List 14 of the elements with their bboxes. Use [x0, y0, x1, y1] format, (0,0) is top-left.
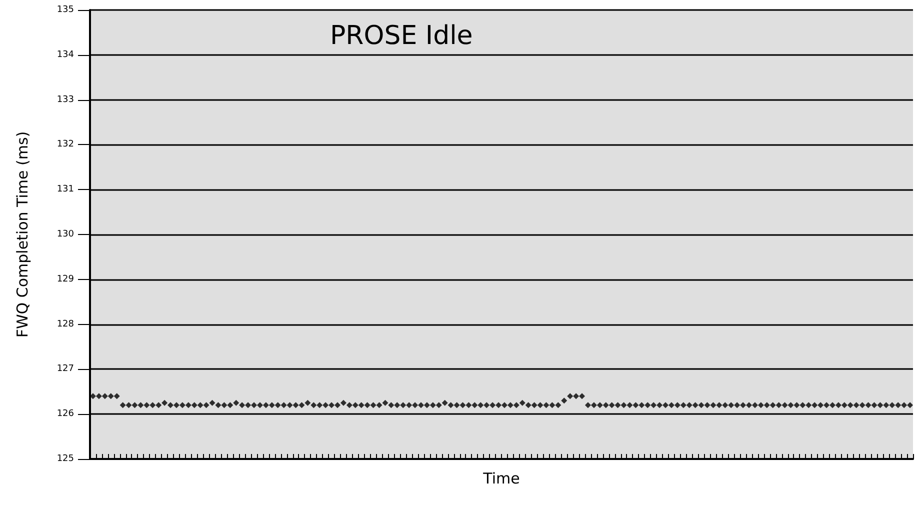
y-tick-label: 126 — [56, 409, 74, 420]
y-tick-label: 130 — [56, 230, 74, 240]
x-axis-title: Time — [482, 470, 520, 488]
y-tick-label: 129 — [56, 274, 74, 284]
y-tick-label: 128 — [56, 319, 74, 330]
y-tick-label: 127 — [56, 364, 74, 374]
y-tick-label: 134 — [56, 50, 74, 60]
y-tick-label: 131 — [56, 184, 74, 195]
y-tick-label: 125 — [56, 454, 74, 464]
y-tick-label: 133 — [56, 94, 74, 105]
y-tick-label: 132 — [56, 140, 74, 150]
y-axis-title: FWQ Completion Time (ms) — [14, 131, 32, 338]
chart-title: PROSE Idle — [330, 21, 473, 51]
y-tick-label: 135 — [56, 5, 74, 15]
